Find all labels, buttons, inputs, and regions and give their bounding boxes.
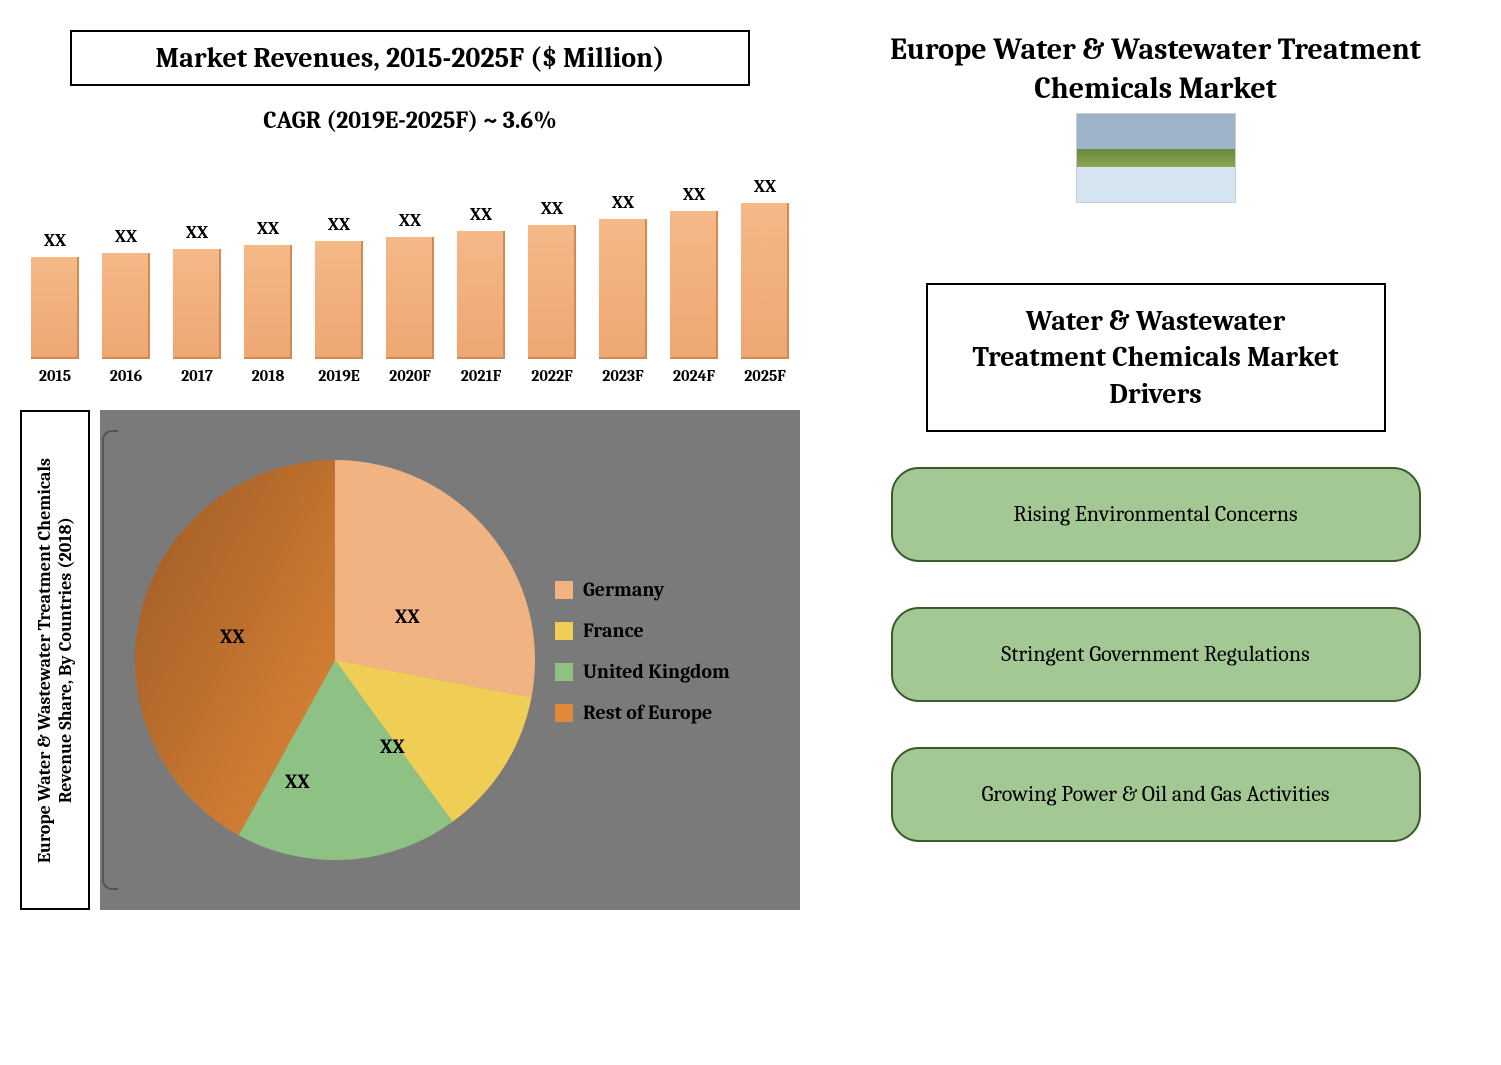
- bracket-decoration: [102, 430, 118, 890]
- bar-value-label: XX: [754, 176, 776, 197]
- pie-chart: XX XX XX XX: [125, 450, 545, 870]
- bar-x-label: 2021F: [451, 367, 511, 385]
- bar-item: XX: [522, 198, 582, 359]
- legend-swatch: [555, 581, 573, 599]
- bar-chart: XX XX XX XX XX XX XX XX XX XX XX: [20, 159, 800, 359]
- bar-value-label: XX: [683, 184, 705, 205]
- bar-x-label: 2025F: [735, 367, 795, 385]
- bar-x-label: 2019E: [309, 367, 369, 385]
- bar-value-label: XX: [44, 230, 66, 251]
- legend-label: Rest of Europe: [583, 701, 712, 724]
- bar-chart-title: Market Revenues, 2015-2025F ($ Million): [70, 30, 750, 86]
- bar: [173, 249, 221, 359]
- bar-x-label: 2016: [96, 367, 156, 385]
- drivers-list: Rising Environmental Concerns Stringent G…: [830, 467, 1481, 886]
- bar: [528, 225, 576, 359]
- pie-svg: [125, 450, 545, 870]
- bar-item: XX: [380, 210, 440, 359]
- bar-x-label: 2024F: [664, 367, 724, 385]
- left-column: Market Revenues, 2015-2025F ($ Million) …: [20, 20, 800, 1045]
- bar-value-label: XX: [399, 210, 421, 231]
- pie-slice-label: XX: [395, 605, 420, 628]
- legend-item: Rest of Europe: [555, 701, 800, 724]
- legend-swatch: [555, 622, 573, 640]
- legend-swatch: [555, 704, 573, 722]
- pie-slice-label: XX: [285, 770, 310, 793]
- bar-x-label: 2023F: [593, 367, 653, 385]
- pie-section: Europe Water & Wastewater Treatment Chem…: [20, 410, 800, 910]
- bar: [244, 245, 292, 359]
- pie-slice: [335, 460, 535, 697]
- drivers-heading: Water & Wastewater Treatment Chemicals M…: [926, 283, 1386, 432]
- right-column: Europe Water & Wastewater Treatment Chem…: [830, 20, 1481, 1045]
- legend-item: Germany: [555, 578, 800, 601]
- bar-x-label: 2022F: [522, 367, 582, 385]
- bar: [315, 241, 363, 359]
- bar-item: XX: [309, 214, 369, 359]
- bar-value-label: XX: [328, 214, 350, 235]
- bar-item: XX: [664, 184, 724, 359]
- legend-item: France: [555, 619, 800, 642]
- legend-label: France: [583, 619, 644, 642]
- bar-x-label: 2020F: [380, 367, 440, 385]
- bar-value-label: XX: [115, 226, 137, 247]
- bar-x-label: 2017: [167, 367, 227, 385]
- legend-item: United Kingdom: [555, 660, 800, 683]
- pie-chart-title: Europe Water & Wastewater Treatment Chem…: [20, 410, 90, 910]
- infographic-container: Market Revenues, 2015-2025F ($ Million) …: [20, 20, 1481, 1045]
- bar-item: XX: [451, 204, 511, 359]
- cagr-subtitle: CAGR (2019E-2025F) ~ 3.6%: [20, 106, 800, 134]
- bar-x-label: 2018: [238, 367, 298, 385]
- bar: [31, 257, 79, 359]
- bar-x-label: 2015: [25, 367, 85, 385]
- bar-item: XX: [96, 226, 156, 359]
- pie-slice-label: XX: [220, 625, 245, 648]
- bar: [670, 211, 718, 359]
- bar-item: XX: [238, 218, 298, 359]
- bar-value-label: XX: [541, 198, 563, 219]
- pie-chart-area: XX XX XX XX Germany France United Kingdom Rest…: [100, 410, 800, 910]
- bar-chart-x-axis: 2015 2016 2017 2018 2019E 2020F 2021F 2022F 2023…: [20, 367, 800, 385]
- bar-item: XX: [25, 230, 85, 359]
- main-title: Europe Water & Wastewater Treatment Chem…: [830, 30, 1481, 108]
- bar-item: XX: [167, 222, 227, 359]
- driver-item: Rising Environmental Concerns: [891, 467, 1421, 562]
- bar-item: XX: [735, 176, 795, 359]
- bar: [102, 253, 150, 359]
- bar-value-label: XX: [186, 222, 208, 243]
- bar: [741, 203, 789, 359]
- legend-swatch: [555, 663, 573, 681]
- bar: [457, 231, 505, 359]
- pie-slice-label: XX: [380, 735, 405, 758]
- bar: [599, 219, 647, 359]
- bar-value-label: XX: [257, 218, 279, 239]
- bar-value-label: XX: [612, 192, 634, 213]
- bar-value-label: XX: [470, 204, 492, 225]
- legend-label: United Kingdom: [583, 660, 730, 683]
- bar: [386, 237, 434, 359]
- pie-legend: Germany France United Kingdom Rest of Europ…: [545, 578, 800, 742]
- header-image: [1076, 113, 1236, 203]
- driver-item: Stringent Government Regulations: [891, 607, 1421, 702]
- legend-label: Germany: [583, 578, 664, 601]
- driver-item: Growing Power & Oil and Gas Activities: [891, 747, 1421, 842]
- bar-item: XX: [593, 192, 653, 359]
